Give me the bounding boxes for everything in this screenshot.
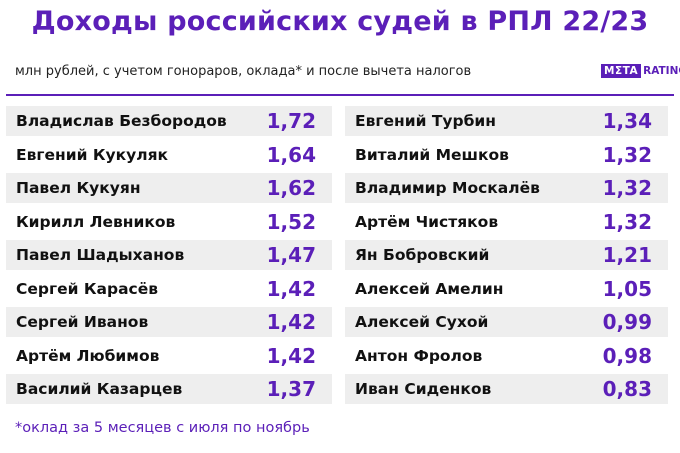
referee-name: Павел Кукуян: [16, 179, 141, 197]
table-row: Алексей Амелин 1,05: [345, 274, 668, 304]
table-row: Алексей Сухой 0,99: [345, 307, 668, 337]
referee-name: Алексей Сухой: [355, 313, 489, 331]
table-row: Евгений Турбин 1,34: [345, 106, 668, 136]
income-value: 1,32: [602, 209, 652, 234]
income-value: 1,21: [602, 243, 652, 267]
referee-name: Антон Фролов: [355, 346, 483, 365]
table-row: Владимир Москалёв 1,32: [345, 173, 668, 203]
table-row: Ян Бобровский 1,21: [345, 240, 668, 270]
referee-name: Василий Казарцев: [16, 380, 183, 398]
referee-name: Владимир Москалёв: [355, 179, 540, 197]
income-value: 1,64: [266, 142, 316, 167]
referee-name: Виталий Мешков: [355, 145, 509, 164]
table-row: Виталий Мешков 1,32: [345, 140, 668, 170]
referee-name: Павел Шадыханов: [16, 246, 185, 264]
referee-name: Артём Любимов: [16, 346, 160, 365]
chart-subtitle: млн рублей, с учетом гонораров, оклада* …: [15, 64, 472, 79]
income-value: 1,34: [602, 109, 652, 133]
referee-name: Ян Бобровский: [355, 246, 490, 264]
income-value: 1,47: [266, 243, 316, 267]
metaratings-logo: MΣTA RATINGS: [601, 64, 680, 78]
income-value: 0,83: [602, 377, 652, 401]
table-row: Василий Казарцев 1,37: [6, 374, 332, 404]
table-column-right: Евгений Турбин 1,34 Виталий Мешков 1,32 Влад…: [345, 106, 668, 408]
referee-name: Сергей Карасёв: [16, 279, 159, 298]
income-value: 0,99: [602, 310, 652, 334]
table-row: Сергей Иванов 1,42: [6, 307, 332, 337]
referee-name: Артём Чистяков: [355, 212, 499, 231]
income-value: 1,37: [266, 377, 316, 401]
logo-meta-text: MΣTA: [601, 64, 642, 78]
referee-name: Кирилл Левников: [16, 212, 176, 231]
table-row: Артём Любимов 1,42: [6, 341, 332, 371]
table-row: Владислав Безбородов 1,72: [6, 106, 332, 136]
header-divider: [6, 94, 674, 96]
logo-ratings-text: RATINGS: [643, 65, 680, 77]
referee-name: Евгений Кукуляк: [16, 145, 169, 164]
table-row: Евгений Кукуляк 1,64: [6, 140, 332, 170]
income-value: 0,98: [602, 343, 652, 368]
table-row: Павел Шадыханов 1,47: [6, 240, 332, 270]
income-value: 1,05: [602, 276, 652, 301]
table-row: Иван Сиденков 0,83: [345, 374, 668, 404]
footnote: *оклад за 5 месяцев с июля по ноябрь: [15, 420, 310, 436]
referee-name: Иван Сиденков: [355, 380, 492, 398]
referee-name: Сергей Иванов: [16, 313, 149, 331]
income-value: 1,42: [266, 276, 316, 301]
table-column-left: Владислав Безбородов 1,72 Евгений Кукуляк 1…: [6, 106, 332, 408]
referee-name: Владислав Безбородов: [16, 112, 227, 130]
table-row: Павел Кукуян 1,62: [6, 173, 332, 203]
table-row: Антон Фролов 0,98: [345, 341, 668, 371]
table-row: Сергей Карасёв 1,42: [6, 274, 332, 304]
table-row: Артём Чистяков 1,32: [345, 207, 668, 237]
chart-title: Доходы российских судей в РПЛ 22/23: [31, 6, 649, 37]
referee-name: Евгений Турбин: [355, 112, 496, 130]
income-value: 1,52: [266, 209, 316, 234]
income-value: 1,72: [266, 109, 316, 133]
referee-name: Алексей Амелин: [355, 279, 504, 298]
income-value: 1,32: [602, 176, 652, 200]
income-value: 1,32: [602, 142, 652, 167]
income-value: 1,42: [266, 310, 316, 334]
income-value: 1,42: [266, 343, 316, 368]
income-value: 1,62: [266, 176, 316, 200]
table-row: Кирилл Левников 1,52: [6, 207, 332, 237]
